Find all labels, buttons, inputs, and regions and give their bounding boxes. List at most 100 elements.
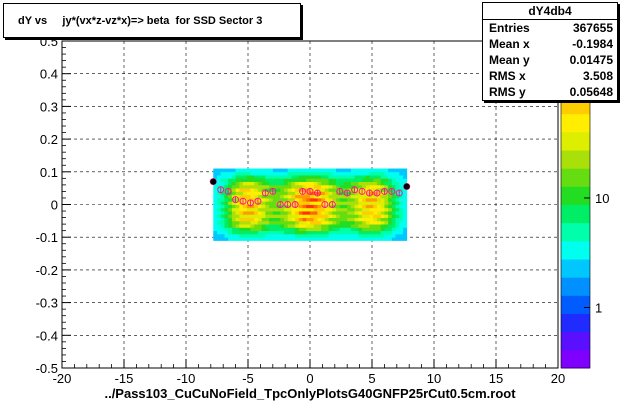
heatmap-cell [231,211,236,215]
heatmap-cell [280,171,285,176]
heatmap-cell [287,197,292,202]
heatmap-cell [287,188,292,192]
heatmap-cell [246,204,251,209]
stats-row-mean-y: Mean y 0.01475 [483,52,617,68]
heatmap-cell [399,227,404,232]
heatmap-cell [243,211,248,215]
heatmap-cell [369,220,374,225]
heatmap-cell [261,181,266,186]
palette-swatch [561,240,590,260]
heatmap-cell [380,214,385,218]
heatmap-cell [298,220,303,225]
heatmap-cell [276,233,281,238]
heatmap-cells [213,168,408,241]
heatmap-cell [269,204,274,209]
profile-point [366,189,374,197]
heatmap-cell [239,230,244,235]
heatmap-cell [343,214,348,218]
heatmap-cell [254,181,259,186]
heatmap-cell [376,214,382,218]
heatmap-cell [347,233,352,238]
edge-marker [210,178,217,185]
heatmap-cell [339,211,344,215]
heatmap-cell [395,230,400,235]
profile-point [336,187,344,195]
heatmap-cell [246,227,251,232]
heatmap-cell [235,168,240,173]
heatmap-cell [380,194,385,199]
heatmap-cell [265,194,270,199]
heatmap-cell [336,178,341,183]
heatmap-cell [291,171,296,176]
heatmap-cell [298,227,303,232]
heatmap-cell [217,188,222,192]
heatmap-cell [235,175,240,179]
heatmap-cell [388,207,393,212]
heatmap-cell [399,211,404,215]
heatmap-cell [246,211,251,215]
heatmap-cell [217,207,222,212]
heatmap-cell [321,204,326,209]
heatmap-cell [317,211,322,215]
heatmap-cell [339,233,344,238]
heatmap-cell [384,217,389,222]
heatmap-cell [287,220,292,225]
heatmap-cell [250,197,255,202]
heatmap-cell [295,220,300,225]
heatmap-cell [295,207,300,212]
heatmap-cell [321,184,326,189]
heatmap-cell [391,197,396,202]
heatmap-cell [283,188,289,192]
heatmap-cell [399,217,404,222]
heatmap-cell [295,194,300,199]
heatmap-cell [217,233,222,238]
heatmap-cell [257,171,263,176]
heatmap-cell [213,204,218,209]
heatmap-cell [220,204,225,209]
heatmap-cell [261,175,266,179]
heatmap-cell [213,184,218,189]
heatmap-cell [347,194,352,199]
heatmap-cell [265,204,270,209]
heatmap-cell [365,201,370,205]
heatmap-cell [391,188,396,192]
heatmap-cell [298,181,303,186]
heatmap-cell [298,184,303,189]
heatmap-cell [265,217,270,222]
palette-swatch [561,168,590,187]
heatmap-cell [369,204,374,209]
heatmap-cell [272,184,277,189]
heatmap-cell [313,227,318,232]
heatmap-cell [239,171,244,176]
heatmap-cell [257,191,263,196]
heatmap-cell [276,230,281,235]
heatmap-cell [291,227,296,232]
heatmap-cell [306,220,311,225]
heatmap-cell [328,237,333,241]
heatmap-cell [220,201,225,205]
heatmap-cell [354,171,359,176]
heatmap-cell [347,204,352,209]
heatmap-cell [235,217,240,222]
heatmap-cell [328,181,333,186]
heatmap-cell [328,188,333,192]
heatmap-cell [295,237,300,241]
heatmap-cell [217,224,222,228]
heatmap-cell [339,230,344,235]
heatmap-cell [265,237,270,241]
heatmap-cell [339,168,344,173]
heatmap-cell [269,230,274,235]
heatmap-cell [213,207,218,212]
heatmap-cell [328,168,333,173]
heatmap-cell [231,181,236,186]
heatmap-cell [291,197,296,202]
heatmap-cell [220,211,225,215]
heatmap-cell [332,194,337,199]
heatmap-cell [310,220,315,225]
heatmap-cell [317,197,322,202]
heatmap-cell [310,204,315,209]
heatmap-cell [350,224,356,228]
heatmap-cell [365,168,370,173]
heatmap-cell [261,217,266,222]
heatmap-cell [358,237,363,241]
